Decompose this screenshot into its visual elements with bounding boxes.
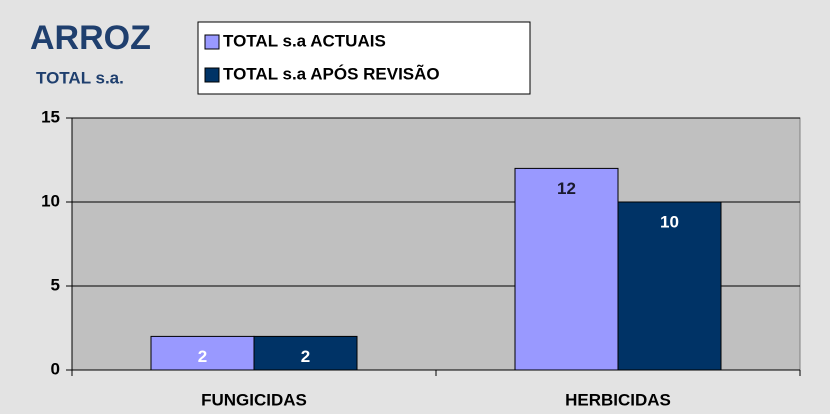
legend — [197, 21, 531, 95]
y-tick-label: 15 — [41, 107, 60, 126]
x-tick-label: FUNGICIDAS — [201, 390, 307, 409]
bar — [514, 167, 619, 371]
y-tick-label: 5 — [51, 275, 60, 294]
chart-subtitle: TOTAL s.a. — [36, 68, 124, 87]
value-label: 2 — [301, 347, 310, 366]
value-label: 2 — [198, 347, 207, 366]
legend-swatch — [204, 67, 220, 83]
bar — [617, 201, 722, 371]
value-label: 12 — [557, 179, 576, 198]
x-tick-label: HERBICIDAS — [565, 390, 671, 409]
y-tick-label: 10 — [41, 191, 60, 210]
legend-label: TOTAL s.a APÓS REVISÃO — [223, 63, 440, 83]
value-label: 10 — [660, 212, 679, 231]
y-tick-label: 0 — [51, 359, 60, 378]
legend-label: TOTAL s.a ACTUAIS — [223, 31, 386, 50]
legend-swatch — [204, 34, 220, 50]
chart-title: ARROZ — [30, 19, 151, 57]
bar — [150, 335, 255, 371]
bar — [253, 335, 358, 371]
